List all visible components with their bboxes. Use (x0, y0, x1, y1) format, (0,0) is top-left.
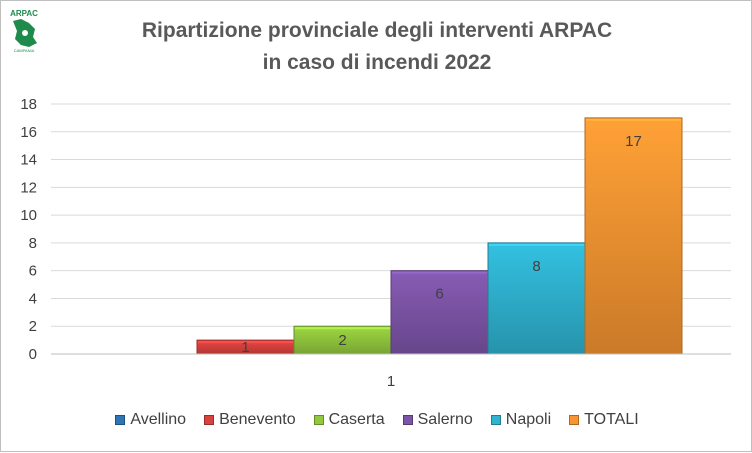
legend-item-benevento: Benevento (204, 411, 296, 429)
bar-highlight-salerno (392, 271, 487, 274)
legend-label-caserta: Caserta (328, 411, 385, 428)
bar-napoli (487, 242, 586, 355)
chart-legend: Avellino Benevento Caserta Salerno Napoli TOT… (1, 411, 752, 429)
legend-swatch-benevento (204, 415, 215, 425)
legend-swatch-totali (569, 415, 580, 425)
legend-label-totali: TOTALI (584, 411, 639, 428)
legend-item-napoli: Napoli (490, 411, 552, 429)
legend-label-benevento: Benevento (219, 411, 296, 428)
arpac-logo: ARPAC CAMPANIA (7, 7, 41, 53)
bar-highlight-totali (586, 118, 681, 121)
bar-salerno (390, 270, 489, 355)
data-label-salerno: 6 (435, 286, 443, 303)
y-tick-label-2: 2 (29, 318, 37, 335)
legend-label-avellino: Avellino (130, 411, 187, 428)
legend-item-salerno: Salerno (402, 411, 473, 429)
chart-title-line-2: in caso di incendi 2022 (262, 51, 492, 74)
y-tick-label-16: 16 (20, 124, 37, 141)
y-tick-label-8: 8 (29, 235, 37, 252)
bar-highlight-caserta (295, 327, 390, 330)
legend-swatch-avellino (115, 415, 126, 425)
svg-text:CAMPANIA: CAMPANIA (14, 48, 35, 53)
data-label-caserta: 2 (338, 332, 346, 349)
y-tick-label-14: 14 (20, 152, 37, 169)
legend-swatch-napoli (490, 415, 501, 425)
x-tick-label-1: 1 (387, 373, 395, 390)
y-tick-label-18: 18 (20, 96, 37, 113)
legend-swatch-salerno (402, 415, 413, 425)
legend-label-napoli: Napoli (505, 411, 552, 428)
data-label-napoli: 8 (532, 258, 540, 275)
bar-highlight-benevento (198, 341, 293, 344)
bar-highlight-napoli (489, 243, 584, 246)
legend-swatch-caserta (313, 415, 324, 425)
svg-text:ARPAC: ARPAC (10, 9, 38, 18)
chart-title-line-1: Ripartizione provinciale degli intervent… (141, 19, 613, 42)
legend-item-totali: TOTALI (569, 411, 639, 429)
bar-totali (584, 117, 683, 355)
bar-caserta (293, 325, 392, 355)
data-label-totali: 17 (625, 133, 642, 150)
y-tick-label-10: 10 (20, 207, 37, 224)
legend-label-salerno: Salerno (417, 411, 473, 428)
y-tick-label-0: 0 (29, 346, 37, 363)
data-label-benevento: 1 (241, 339, 249, 356)
y-tick-label-4: 4 (29, 290, 37, 307)
legend-item-caserta: Caserta (313, 411, 385, 429)
y-tick-label-12: 12 (20, 179, 37, 196)
y-tick-label-6: 6 (29, 263, 37, 280)
legend-item-avellino: Avellino (115, 411, 186, 429)
